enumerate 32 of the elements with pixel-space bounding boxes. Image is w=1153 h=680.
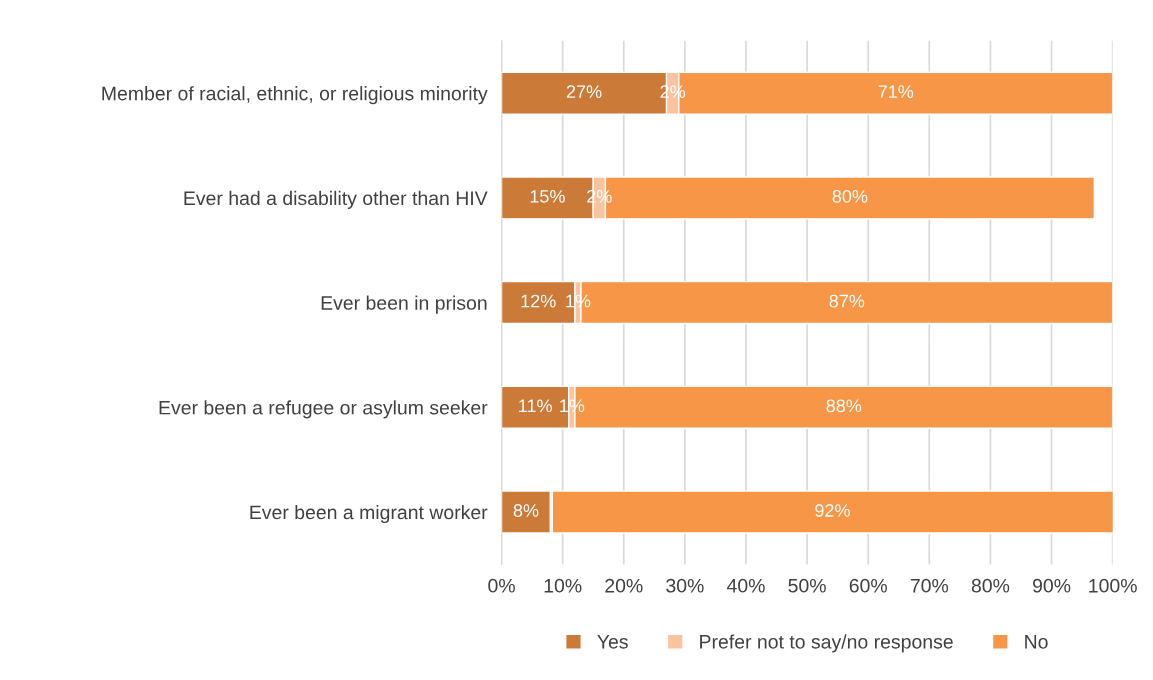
y-tick-label: Ever been in prison	[321, 295, 487, 314]
data-label: 88%	[826, 399, 862, 413]
x-tick-label: 100%	[1089, 578, 1137, 593]
y-tick-label: Ever been a refugee or asylum seeker	[159, 400, 488, 419]
x-tick-label: 20%	[605, 578, 643, 593]
x-tick-label: 30%	[666, 578, 704, 593]
x-tick-label: 10%	[544, 578, 582, 593]
bar	[551, 490, 1113, 534]
data-label: 87%	[829, 294, 865, 308]
data-label: 8%	[513, 504, 539, 517]
data-label: 92%	[815, 504, 850, 517]
x-tick-label: 0%	[488, 578, 515, 593]
data-label: 27%	[566, 85, 602, 98]
legend-label: No	[1025, 635, 1048, 649]
data-label: 71%	[878, 85, 914, 98]
x-tick-label: 90%	[1032, 578, 1071, 593]
x-tick-label: 50%	[788, 578, 826, 593]
legend-label: Prefer not to say/no response	[700, 634, 953, 653]
data-label: 2%	[587, 189, 612, 203]
y-tick-label: Ever been a migrant worker	[250, 504, 488, 524]
data-label: 15%	[530, 190, 565, 203]
x-tick-label: 70%	[910, 578, 949, 593]
x-tick-label: 40%	[726, 578, 765, 593]
x-tick-label: 80%	[971, 578, 1010, 593]
bar	[501, 490, 552, 534]
y-tick-label: Member of racial, ethnic, or religious minority	[102, 86, 488, 105]
legend-label: Yes	[597, 635, 628, 649]
y-tick-label: Ever had a disability other than HIV	[184, 190, 488, 209]
data-label: 12%	[521, 294, 556, 308]
data-label: 80%	[832, 189, 868, 203]
data-label: 11%	[519, 399, 552, 413]
x-tick-label: 60%	[849, 578, 887, 593]
